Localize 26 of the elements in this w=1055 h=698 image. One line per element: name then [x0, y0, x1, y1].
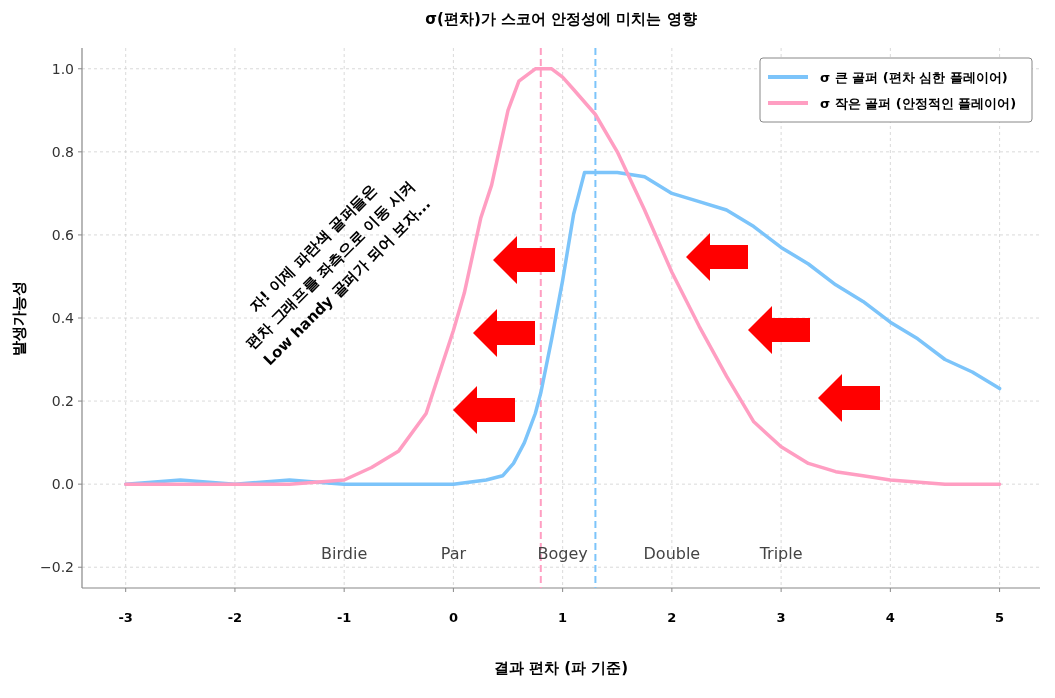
y-tick-label: −0.2: [40, 559, 74, 576]
y-tick-label: 0.0: [51, 476, 74, 493]
y-tick-label: 0.8: [51, 143, 74, 160]
x-tick-label: 1: [558, 610, 568, 625]
y-tick-label: 0.6: [51, 226, 75, 243]
x-tick-label: -2: [227, 610, 243, 625]
y-tick-label: 1.0: [51, 60, 74, 77]
annotation: Double: [643, 544, 701, 563]
annotation: Triple: [758, 544, 803, 563]
legend-label: σ 큰 골퍼 (편차 심한 플레이어): [820, 70, 1008, 85]
chart-title: σ(편차)가 스코어 안정성에 미치는 영향: [425, 10, 697, 28]
y-axis-title: 발생가능성: [10, 280, 28, 356]
x-tick-label: -3: [118, 610, 133, 625]
annotation: Par: [440, 544, 467, 563]
x-tick-label: 0: [448, 610, 458, 625]
x-axis-title: 결과 편차 (파 기준): [493, 659, 629, 677]
y-tick-label: 0.4: [51, 310, 75, 326]
annotation: Birdie: [321, 544, 368, 563]
annotation: Bogey: [537, 544, 588, 563]
x-tick-label: 4: [885, 610, 895, 625]
x-tick-label: 2: [667, 610, 677, 625]
legend-label: σ 작은 골퍼 (안정적인 플레이어): [820, 96, 1017, 111]
y-tick-label: 0.2: [51, 393, 74, 410]
x-tick-label: 5: [995, 610, 1005, 625]
x-tick-label: -1: [336, 610, 352, 625]
x-tick-label: 3: [776, 610, 786, 625]
